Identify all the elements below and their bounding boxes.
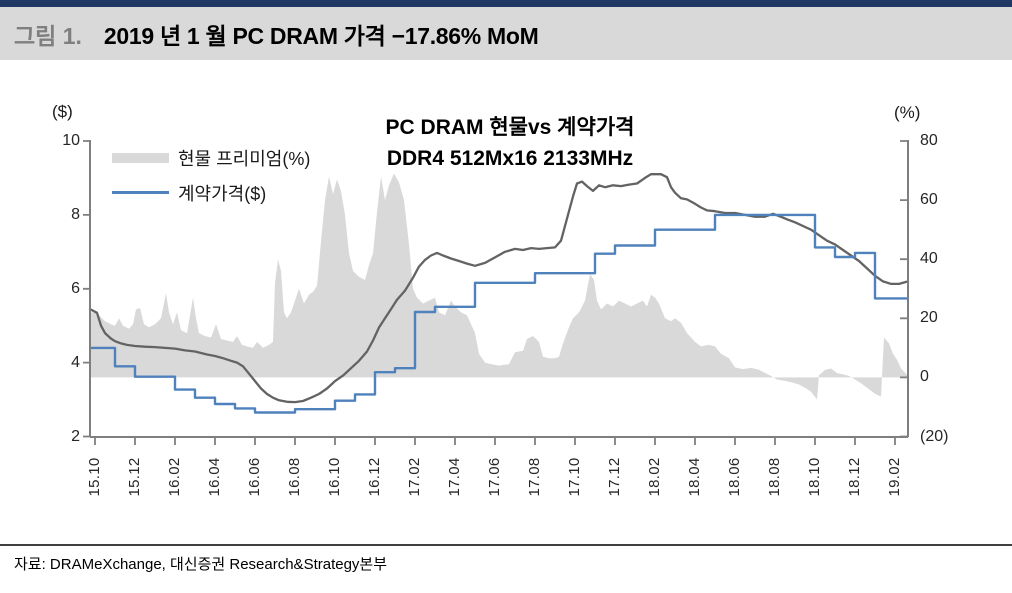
area-swatch-icon: [112, 152, 169, 163]
right-axis-unit: (%): [894, 103, 921, 122]
legend-label: 현물 프리미엄(%): [178, 148, 311, 169]
top-accent-bar: [0, 0, 1012, 7]
x-axis-tick-label: 16.12: [366, 457, 383, 497]
spot-premium-area: [90, 173, 908, 400]
chart-title: PC DRAM 현물vs 계약가격 DDR4 512Mx16 2133MHz: [330, 112, 690, 174]
legend-item-contract-price: 계약가격($): [112, 175, 310, 210]
figure-number-label: 그림 1.: [14, 22, 82, 49]
left-axis-tick-label: 4: [71, 353, 80, 371]
x-axis-tick-label: 17.06: [486, 457, 503, 497]
legend-label: 계약가격($): [178, 183, 267, 204]
x-axis-tick-label: 17.04: [446, 457, 463, 497]
right-axis-tick-label: 40: [920, 250, 938, 268]
x-axis-tick-label: 18.06: [726, 457, 743, 497]
left-axis-tick-label: 2: [71, 427, 80, 445]
x-axis-tick-label: 16.04: [206, 457, 223, 497]
x-axis-tick-label: 17.02: [406, 457, 423, 497]
x-axis-tick-label: 18.10: [806, 457, 823, 497]
x-axis-tick-label: 17.10: [566, 457, 583, 497]
right-axis-tick-label: 0: [920, 368, 929, 386]
left-axis-tick-label: 8: [71, 205, 80, 223]
contract-price-line: [90, 213, 908, 414]
chart-title-line1: PC DRAM 현물vs 계약가격: [385, 116, 635, 139]
x-axis-tick-label: 19.02: [886, 457, 903, 497]
x-axis-tick-label: 18.02: [646, 457, 663, 497]
x-axis-tick-label: 18.04: [686, 457, 703, 497]
right-axis-tick-label: (20): [920, 427, 949, 445]
x-axis-tick-label: 18.12: [846, 457, 863, 497]
x-axis-tick-label: 17.12: [606, 457, 623, 497]
right-axis-tick-label: 60: [920, 191, 938, 209]
chart-legend: 현물 프리미엄(%) 계약가격($): [112, 140, 310, 210]
x-axis-tick-label: 16.06: [246, 457, 263, 497]
legend-item-spot-premium: 현물 프리미엄(%): [112, 140, 310, 175]
x-axis-tick-label: 17.08: [526, 457, 543, 497]
left-axis-tick-label: 10: [62, 132, 80, 149]
line-swatch-icon: [112, 191, 169, 194]
axis-tick-marks: [83, 140, 908, 445]
x-axis-tick-label: 15.12: [126, 457, 143, 497]
source-note: 자료: DRAMeXchange, 대신증권 Research&Strategy…: [14, 556, 388, 573]
x-axis-tick-label: 15.10: [86, 457, 103, 497]
chart-title-line2: DDR4 512Mx16 2133MHz: [386, 147, 634, 170]
figure-header: 그림 1. 2019 년 1 월 PC DRAM 가격 −17.86% MoM: [0, 7, 1012, 60]
left-axis-tick-label: 6: [71, 279, 80, 297]
x-axis-tick-label: 16.08: [286, 457, 303, 497]
bottom-divider: [0, 544, 1012, 546]
x-axis-tick-label: 18.08: [766, 457, 783, 497]
left-axis-unit: ($): [52, 102, 73, 121]
spot-price-line: [88, 173, 910, 404]
x-axis-tick-label: 16.02: [166, 457, 183, 497]
figure-title: 2019 년 1 월 PC DRAM 가격 −17.86% MoM: [103, 22, 539, 49]
right-axis-tick-label: 80: [920, 132, 938, 149]
right-axis-tick-label: 20: [920, 309, 938, 327]
x-axis-tick-label: 16.10: [326, 457, 343, 497]
